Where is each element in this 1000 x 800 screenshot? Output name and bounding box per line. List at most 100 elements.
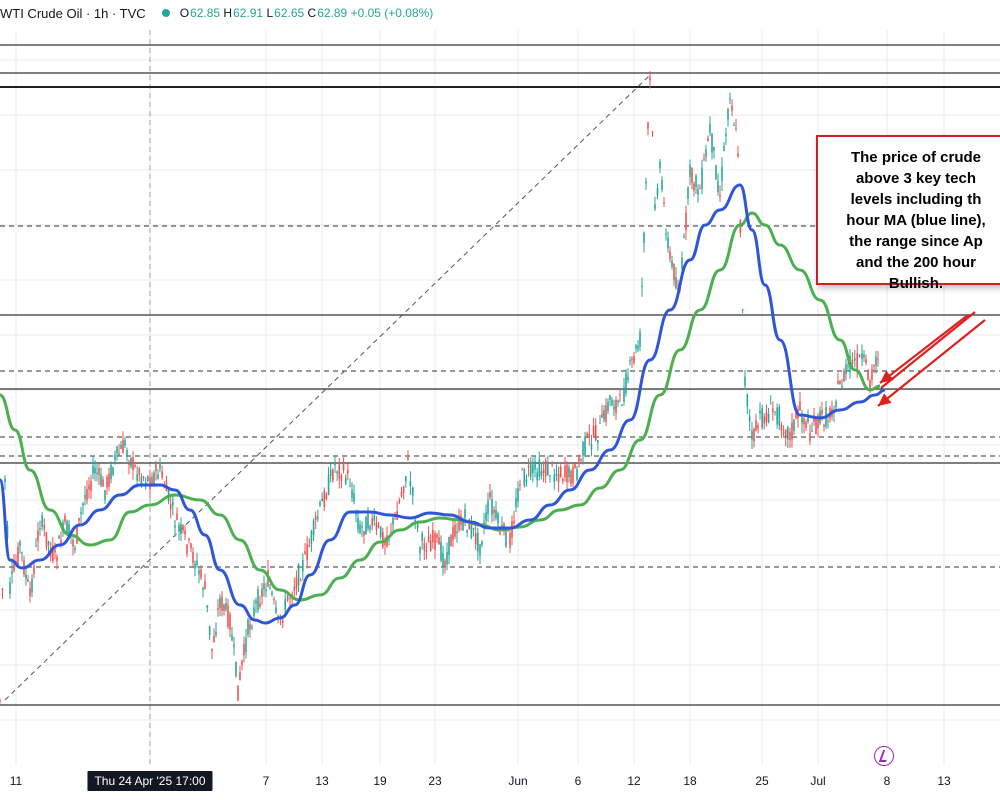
candle-body (675, 276, 677, 289)
candle-body (6, 525, 9, 539)
candle-body (159, 462, 161, 470)
candle-body (192, 551, 194, 563)
candle-body (108, 473, 110, 487)
open-label: O (179, 6, 190, 20)
candle-body (405, 476, 407, 482)
candle-body (737, 153, 739, 157)
candle-body (540, 471, 543, 477)
candle-body (261, 588, 263, 597)
candle-body (302, 560, 304, 572)
candle-body (128, 463, 130, 465)
candle-body (651, 132, 654, 134)
candle-body (297, 564, 300, 586)
candle-body (751, 430, 753, 440)
x-tick-label: 19 (373, 774, 387, 788)
candle-body (277, 615, 279, 618)
candle-body (727, 109, 729, 120)
candle-body (4, 478, 6, 482)
candle-body (635, 345, 637, 349)
candle-body (707, 137, 709, 142)
candle-body (755, 419, 757, 431)
candle-body (619, 394, 621, 396)
red-arrow-1-head (880, 370, 894, 383)
candle-body (466, 530, 468, 533)
candle-body (120, 444, 122, 449)
candle-body (479, 544, 481, 556)
candle-body (251, 626, 253, 629)
candle-body (321, 498, 323, 502)
x-tick-label: 18 (683, 774, 697, 788)
candle-body (147, 476, 149, 481)
candle-body (454, 524, 456, 537)
candle-body (172, 501, 174, 506)
candle-body (511, 521, 513, 538)
candle-body (633, 356, 635, 363)
candle-body (462, 520, 464, 531)
candle-body (477, 532, 479, 552)
candle-body (247, 619, 249, 635)
candle-body (327, 475, 330, 495)
candle-body (357, 517, 359, 530)
candle-body (427, 536, 430, 543)
candle-body (580, 459, 582, 461)
candle-body (39, 527, 41, 530)
annotation-line-5: the range since Ap (849, 233, 983, 250)
candle-body (436, 534, 438, 538)
candle-body (841, 385, 843, 388)
candle-body (588, 433, 591, 436)
candle-body (448, 536, 450, 555)
candle-body (744, 376, 746, 386)
red-arrow-3 (880, 311, 976, 389)
candle-body (9, 582, 11, 594)
candle-body (116, 446, 118, 454)
candle-body (41, 515, 43, 527)
annotation-line-2: above 3 key tech (855, 170, 977, 187)
candle-body (132, 456, 134, 470)
candle-body (221, 596, 223, 611)
candle-body (54, 549, 56, 553)
x-tick-label: 8 (883, 774, 891, 788)
candle-body (574, 464, 576, 469)
annotation-line-4: hour MA (blue line), (846, 212, 986, 229)
candle-body (282, 620, 284, 623)
candle-body (31, 578, 33, 593)
candle-body (803, 418, 805, 425)
symbol-title[interactable]: WTI Crude Oil · 1h · TVC (0, 5, 146, 21)
candle-body (525, 479, 528, 482)
candle-body (363, 531, 365, 536)
candle-body (206, 605, 209, 608)
candle-body (27, 579, 29, 582)
candle-body (685, 212, 687, 231)
candle-body (377, 525, 380, 527)
replay-icon[interactable] (874, 746, 894, 766)
candle-body (709, 124, 711, 133)
candle-body (106, 477, 108, 488)
candle-body (349, 485, 351, 487)
candle-body (56, 556, 58, 562)
candle-body (353, 493, 355, 502)
candle-body (275, 607, 277, 613)
analysis-annotation: The price of crude above 3 key tech leve… (816, 135, 1000, 292)
candle-body (198, 570, 200, 575)
candle-body (241, 660, 243, 666)
candle-body (837, 380, 839, 385)
candle-body (213, 635, 215, 642)
candle-body (801, 417, 803, 424)
candle-body (94, 467, 96, 474)
candle-body (184, 530, 186, 535)
candle-body (446, 551, 448, 565)
candle-body (599, 422, 601, 424)
candle-body (795, 412, 797, 419)
candle-body (544, 460, 547, 477)
candle-body (697, 189, 699, 195)
candle-body (190, 543, 192, 549)
candle-body (37, 530, 39, 542)
dashed-trendline (4, 74, 651, 701)
candle-body (489, 491, 491, 498)
candle-body (529, 461, 532, 477)
candle-body (289, 598, 291, 600)
candle-body (227, 605, 229, 627)
candle-body (536, 472, 538, 481)
